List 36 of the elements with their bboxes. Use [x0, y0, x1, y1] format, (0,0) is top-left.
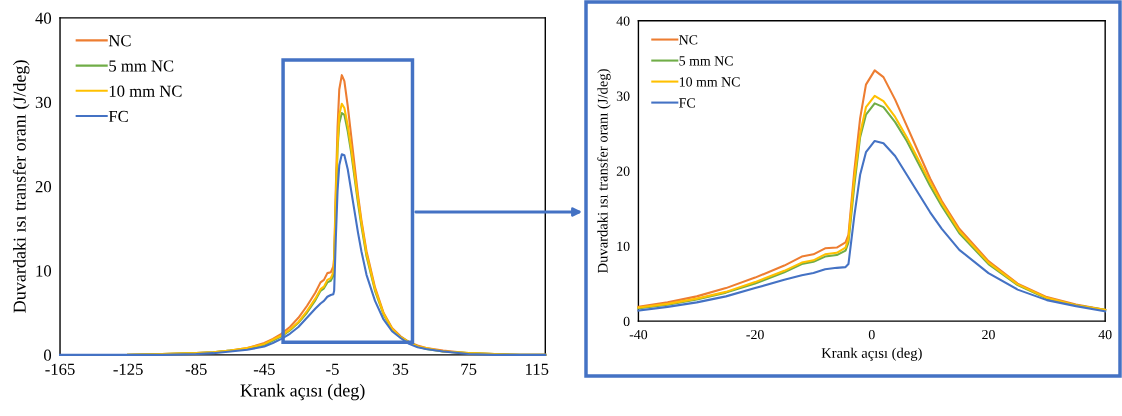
x-tick-label: -165: [45, 363, 75, 375]
y-tick-label: 0: [44, 349, 52, 361]
y-tick-label: 20: [616, 166, 630, 176]
y-tick-label: 40: [35, 12, 52, 24]
x-tick-label: 115: [526, 363, 549, 375]
x-tick-label: 75: [461, 363, 477, 375]
y-tick-label: 10: [36, 265, 52, 277]
legend-label: FC: [679, 98, 695, 108]
y-tick-label: 40: [616, 16, 630, 26]
x-tick-label: 35: [393, 363, 409, 375]
legend-label: 10 mm NC: [109, 85, 182, 97]
legend-label: 5 mm NC: [109, 60, 174, 72]
x-axis-title: Krank açısı (deg): [821, 347, 922, 361]
x-tick-label: -125: [113, 363, 143, 375]
legend-label: FC: [108, 110, 128, 123]
x-axis-title: Krank açısı (deg): [240, 383, 365, 401]
y-tick-label: 10: [617, 241, 630, 252]
legend-label: NC: [679, 35, 698, 45]
line-series: [637, 139, 1107, 313]
x-tick-label: 40: [1098, 329, 1112, 340]
y-tick-label: 30: [35, 96, 52, 109]
y-tick-label: 30: [616, 91, 630, 101]
y-tick-label: 0: [623, 316, 630, 327]
x-tick-label: -5: [326, 363, 339, 375]
x-tick-label: -45: [253, 363, 275, 375]
x-tick-label: -40: [629, 329, 648, 340]
x-tick-label: -20: [746, 329, 764, 340]
x-tick-label: -85: [185, 363, 207, 375]
x-tick-label: 20: [982, 329, 995, 340]
y-tick-label: 20: [35, 181, 52, 193]
legend-label: 10 mm NC: [679, 77, 740, 87]
y-axis-title: Duvardaki ısı transfer oranı (J/deg): [597, 69, 611, 274]
y-axis-title: Duvardaki ısı transfer oranı (J/deg): [12, 60, 30, 313]
legend-label: NC: [108, 35, 131, 47]
legend-label: 5 mm NC: [679, 56, 733, 66]
x-tick-label: 0: [868, 329, 875, 340]
